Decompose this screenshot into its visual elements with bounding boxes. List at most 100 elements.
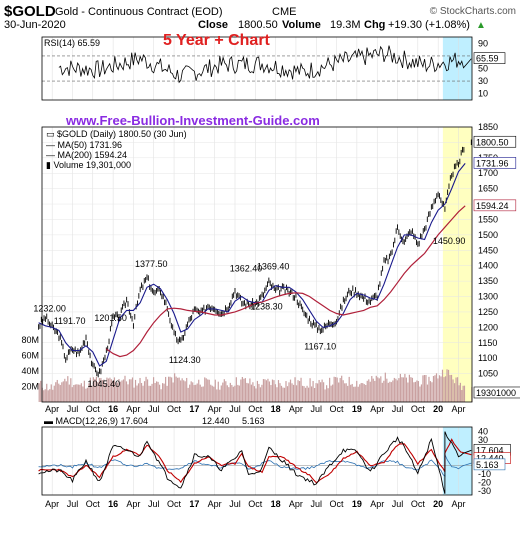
volume-bar xyxy=(286,386,289,402)
volume-bar xyxy=(301,385,304,402)
volume-bar xyxy=(289,379,292,402)
volume-bar xyxy=(374,380,376,402)
volume-bar xyxy=(438,375,441,402)
macd-x-tick-label: Jul xyxy=(67,499,79,509)
volume-bar xyxy=(136,385,138,402)
volume-bar xyxy=(148,385,150,402)
volume-y-tick-label: 40M xyxy=(21,366,39,376)
volume-bar xyxy=(363,384,365,402)
volume-bar xyxy=(398,378,400,402)
volume-bar xyxy=(210,384,212,402)
volume-bar xyxy=(189,384,191,402)
macd-x-tick-label: Apr xyxy=(451,499,465,509)
volume-bar xyxy=(134,379,137,402)
volume-bar xyxy=(297,380,299,402)
volume-bar xyxy=(68,384,70,402)
macd-x-tick-label: 18 xyxy=(271,499,281,509)
up-arrow-icon: ▲ xyxy=(476,20,486,31)
price-y-tick-label: 1400 xyxy=(478,261,498,271)
volume-bar xyxy=(213,386,215,402)
volume-bar xyxy=(459,382,462,402)
macd-x-tick-label: 16 xyxy=(108,499,118,509)
price-x-tick-label: Apr xyxy=(45,404,59,414)
volume-y-tick-label: 80M xyxy=(21,335,39,345)
volume-bar xyxy=(429,381,432,402)
volume-bar xyxy=(240,379,242,402)
volume-bar xyxy=(339,378,341,402)
volume-bar xyxy=(338,382,340,402)
macd-legend-label: ▬ MACD(12,26,9) 17.604 xyxy=(44,416,148,426)
volume-bar xyxy=(462,385,464,402)
price-x-tick-label: Apr xyxy=(289,404,303,414)
volume-bar xyxy=(268,381,271,402)
volume-bar xyxy=(371,376,373,402)
price-last-tag-box xyxy=(473,135,517,148)
rsi-y-tick-label: 30 xyxy=(478,76,488,86)
volume-bar xyxy=(59,385,61,402)
ma50-last-tag: 1731.96 xyxy=(476,158,509,168)
volume-bar xyxy=(171,377,173,402)
macd-x-tick-label: Apr xyxy=(45,499,59,509)
volume-bar xyxy=(449,375,451,402)
volume-bar xyxy=(267,378,269,402)
volume-bar xyxy=(172,382,174,402)
volume-bar xyxy=(261,384,263,402)
volume-bar xyxy=(234,385,236,402)
macd-x-tick-label: Jul xyxy=(148,499,160,509)
volume-bar xyxy=(158,384,161,402)
volume-bar xyxy=(223,379,225,402)
volume-bar xyxy=(201,386,203,402)
volume-bar xyxy=(279,383,281,402)
overlay-url: www.Free-Bullion-Investment-Guide.com xyxy=(65,113,320,128)
volume-bar xyxy=(241,376,243,402)
volume-bar xyxy=(362,383,364,402)
volume-bar xyxy=(381,382,383,402)
ma200-last-tag: 1594.24 xyxy=(476,201,509,211)
volume-bar xyxy=(38,383,40,402)
price-x-tick-label: Jul xyxy=(229,404,241,414)
volume-bar xyxy=(88,383,90,402)
volume-bar xyxy=(250,384,252,402)
volume-bar xyxy=(98,378,101,402)
volume-bar xyxy=(404,373,406,402)
volume-bar xyxy=(225,381,227,402)
volume-bar xyxy=(110,379,113,402)
volume-bar xyxy=(162,383,164,402)
volume-bar xyxy=(402,377,404,402)
volume-bar xyxy=(265,380,268,402)
volume-value: 19.3M xyxy=(330,19,361,31)
close-label: Close xyxy=(198,19,228,31)
volume-bar xyxy=(360,382,362,402)
volume-bar xyxy=(151,383,153,402)
volume-bar xyxy=(255,388,257,402)
volume-bar xyxy=(46,383,48,402)
price-y-tick-label: 1850 xyxy=(478,122,498,132)
volume-bar xyxy=(219,389,221,402)
volume-bar xyxy=(165,376,167,402)
volume-bar xyxy=(220,385,222,402)
volume-last-tag-box xyxy=(473,386,520,399)
volume-bar xyxy=(71,387,73,402)
macd-x-tick-label: 17 xyxy=(189,499,199,509)
macd-y-tick-label: -20 xyxy=(478,477,491,487)
date-label: 30-Jun-2020 xyxy=(4,19,66,31)
price-x-tick-label: Jul xyxy=(310,404,322,414)
macd-x-tick-label: Oct xyxy=(167,499,182,509)
volume-bar xyxy=(131,377,134,402)
rsi-last-tag-box xyxy=(473,52,506,64)
price-highlight xyxy=(442,127,472,402)
volume-bar xyxy=(420,384,423,402)
overlay-title: 5 Year + Chart xyxy=(163,32,271,49)
volume-bar xyxy=(107,378,110,402)
price-annotation: 1362.40 xyxy=(230,263,263,273)
volume-bar xyxy=(53,385,55,402)
volume-bar xyxy=(196,383,198,402)
volume-bar xyxy=(94,378,96,402)
volume-bar xyxy=(124,375,126,402)
macd-x-tick-label: Apr xyxy=(370,499,384,509)
volume-bar xyxy=(291,383,293,402)
price-x-tick-label: 18 xyxy=(271,404,281,414)
volume-bar xyxy=(347,385,349,402)
volume-bar xyxy=(410,377,412,402)
volume-bar xyxy=(425,375,427,402)
